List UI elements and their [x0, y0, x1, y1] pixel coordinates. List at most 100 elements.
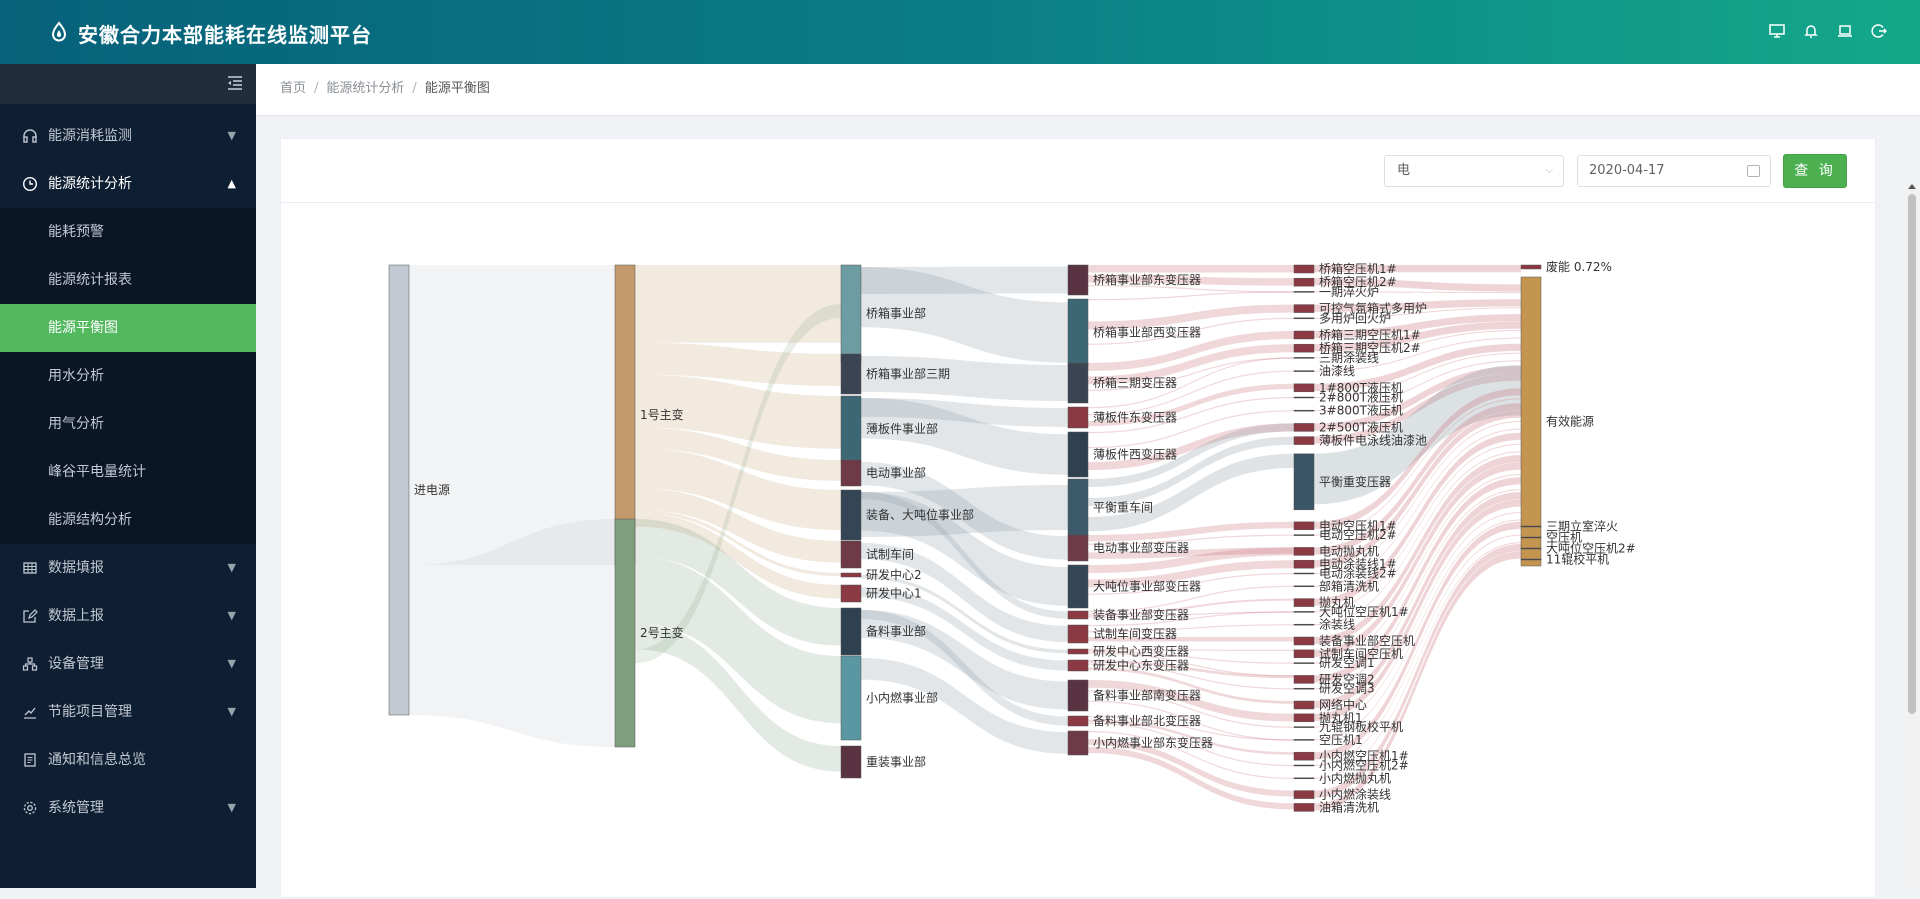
- sankey-node[interactable]: [1293, 370, 1315, 372]
- sankey-node[interactable]: [840, 489, 862, 541]
- sankey-node[interactable]: [1067, 564, 1089, 609]
- sankey-node[interactable]: [1293, 383, 1315, 393]
- sankey-node[interactable]: [1293, 611, 1315, 613]
- sankey-node[interactable]: [1293, 277, 1315, 287]
- sankey-node[interactable]: [388, 264, 410, 716]
- sankey-node[interactable]: [1520, 547, 1542, 550]
- sankey-node[interactable]: [1293, 764, 1315, 767]
- sankey-node[interactable]: [1293, 675, 1315, 684]
- sidebar-subitem-gas-analysis[interactable]: 用气分析: [48, 416, 104, 432]
- sankey-node[interactable]: [1293, 317, 1315, 320]
- sidebar-item-device-mgmt[interactable]: 设备管理 ▼: [0, 640, 256, 688]
- monitor-icon[interactable]: [1766, 20, 1788, 42]
- sidebar-subitem-energy-alert[interactable]: 能耗预警: [48, 224, 104, 240]
- sankey-node[interactable]: [1293, 700, 1315, 710]
- sankey-node[interactable]: [1067, 679, 1089, 712]
- menu-fold-icon[interactable]: [226, 74, 244, 96]
- bell-icon[interactable]: [1800, 20, 1822, 42]
- sankey-node[interactable]: [1520, 558, 1542, 561]
- sankey-node[interactable]: [1293, 713, 1315, 723]
- sankey-node[interactable]: [1293, 423, 1315, 432]
- energy-type-select[interactable]: 电 ⌵: [1384, 155, 1564, 187]
- sankey-node[interactable]: [1293, 803, 1315, 812]
- date-picker[interactable]: 2020-04-17: [1577, 155, 1771, 187]
- sankey-node[interactable]: [1293, 291, 1315, 293]
- sankey-node[interactable]: [1293, 264, 1315, 274]
- sankey-node[interactable]: [1293, 751, 1315, 761]
- sidebar-item-data-entry[interactable]: 数据填报 ▼: [0, 544, 256, 592]
- sidebar-subitem-energy-balance[interactable]: 能源平衡图: [0, 304, 256, 352]
- sankey-node[interactable]: [840, 607, 862, 656]
- breadcrumb-energy-stats[interactable]: 能源统计分析: [326, 81, 405, 96]
- sankey-node[interactable]: [1293, 777, 1315, 780]
- sidebar-item-data-report[interactable]: 数据上报 ▼: [0, 592, 256, 640]
- sidebar-item-system-mgmt[interactable]: 系统管理 ▼: [0, 784, 256, 832]
- sidebar-item-notice[interactable]: 通知和信息总览: [0, 736, 256, 784]
- sankey-node[interactable]: [1067, 730, 1089, 756]
- sankey-node[interactable]: [840, 459, 862, 487]
- sankey-node[interactable]: [1067, 431, 1089, 478]
- sidebar-item-energy-stats[interactable]: 能源统计分析 ▲: [0, 160, 256, 208]
- sankey-node[interactable]: [1067, 362, 1089, 404]
- sankey-node[interactable]: [1293, 572, 1315, 575]
- sidebar-subitem-energy-structure[interactable]: 能源结构分析: [48, 512, 132, 528]
- sidebar-item-energy-monitor[interactable]: 能源消耗监测 ▼: [0, 112, 256, 160]
- sankey-node[interactable]: [1293, 409, 1315, 412]
- sankey-node[interactable]: [840, 395, 862, 463]
- sankey-node[interactable]: [1293, 547, 1315, 556]
- sankey-node[interactable]: [1293, 559, 1315, 569]
- sidebar-item-project-mgmt[interactable]: 节能项目管理 ▼: [0, 688, 256, 736]
- sankey-node[interactable]: [1520, 525, 1542, 528]
- sankey-node[interactable]: [1293, 396, 1315, 399]
- sankey-node[interactable]: [840, 540, 862, 569]
- sankey-node[interactable]: [1067, 624, 1089, 644]
- sankey-node[interactable]: [840, 353, 862, 395]
- sankey-node[interactable]: [1520, 276, 1542, 567]
- sankey-node[interactable]: [840, 264, 862, 363]
- sankey-node[interactable]: [1067, 406, 1089, 429]
- sankey-node[interactable]: [614, 518, 636, 748]
- sankey-node[interactable]: [1067, 534, 1089, 562]
- sidebar-subitem-peak-valley[interactable]: 峰谷平电量统计: [48, 464, 146, 480]
- sankey-node[interactable]: [1067, 659, 1089, 672]
- sankey-node[interactable]: [840, 584, 862, 603]
- sankey-node[interactable]: [1067, 478, 1089, 537]
- sankey-node[interactable]: [1067, 648, 1089, 655]
- query-button[interactable]: 查 询: [1783, 154, 1847, 188]
- sidebar-collapse-button[interactable]: [0, 64, 256, 104]
- laptop-icon[interactable]: [1834, 20, 1856, 42]
- scroll-thumb[interactable]: [1908, 194, 1916, 714]
- sankey-node[interactable]: [1293, 726, 1315, 728]
- scroll-up-icon[interactable]: [1908, 184, 1916, 189]
- sankey-node[interactable]: [1067, 264, 1089, 296]
- sankey-node[interactable]: [1293, 304, 1315, 313]
- sankey-node[interactable]: [1293, 436, 1315, 445]
- sidebar-subitem-stats-report[interactable]: 能源统计报表: [48, 272, 132, 288]
- sankey-node[interactable]: [1520, 536, 1542, 539]
- sankey-node[interactable]: [1293, 330, 1315, 340]
- sankey-node[interactable]: [1293, 739, 1315, 741]
- sankey-node[interactable]: [1293, 585, 1315, 588]
- sankey-node[interactable]: [1293, 649, 1315, 659]
- sankey-node[interactable]: [1293, 357, 1315, 359]
- sankey-node[interactable]: [1067, 715, 1089, 727]
- sankey-node[interactable]: [1293, 623, 1315, 626]
- sankey-node[interactable]: [840, 745, 862, 779]
- sankey-node[interactable]: [840, 655, 862, 741]
- sankey-node[interactable]: [1067, 610, 1089, 620]
- sankey-node[interactable]: [840, 572, 862, 578]
- sankey-node[interactable]: [1293, 453, 1315, 511]
- sankey-node[interactable]: [1293, 343, 1315, 353]
- sankey-node[interactable]: [1067, 298, 1089, 367]
- page-scrollbar[interactable]: [1906, 184, 1918, 888]
- breadcrumb-home[interactable]: 首页: [280, 81, 307, 96]
- sankey-node[interactable]: [1293, 636, 1315, 646]
- sankey-node[interactable]: [1293, 790, 1315, 799]
- sankey-node[interactable]: [1293, 598, 1315, 607]
- sankey-node[interactable]: [1293, 662, 1315, 664]
- sidebar-subitem-water-analysis[interactable]: 用水分析: [48, 368, 104, 384]
- logout-icon[interactable]: [1868, 20, 1890, 42]
- sankey-node[interactable]: [1293, 534, 1315, 536]
- sankey-node[interactable]: [1520, 264, 1542, 270]
- sankey-node[interactable]: [1293, 521, 1315, 531]
